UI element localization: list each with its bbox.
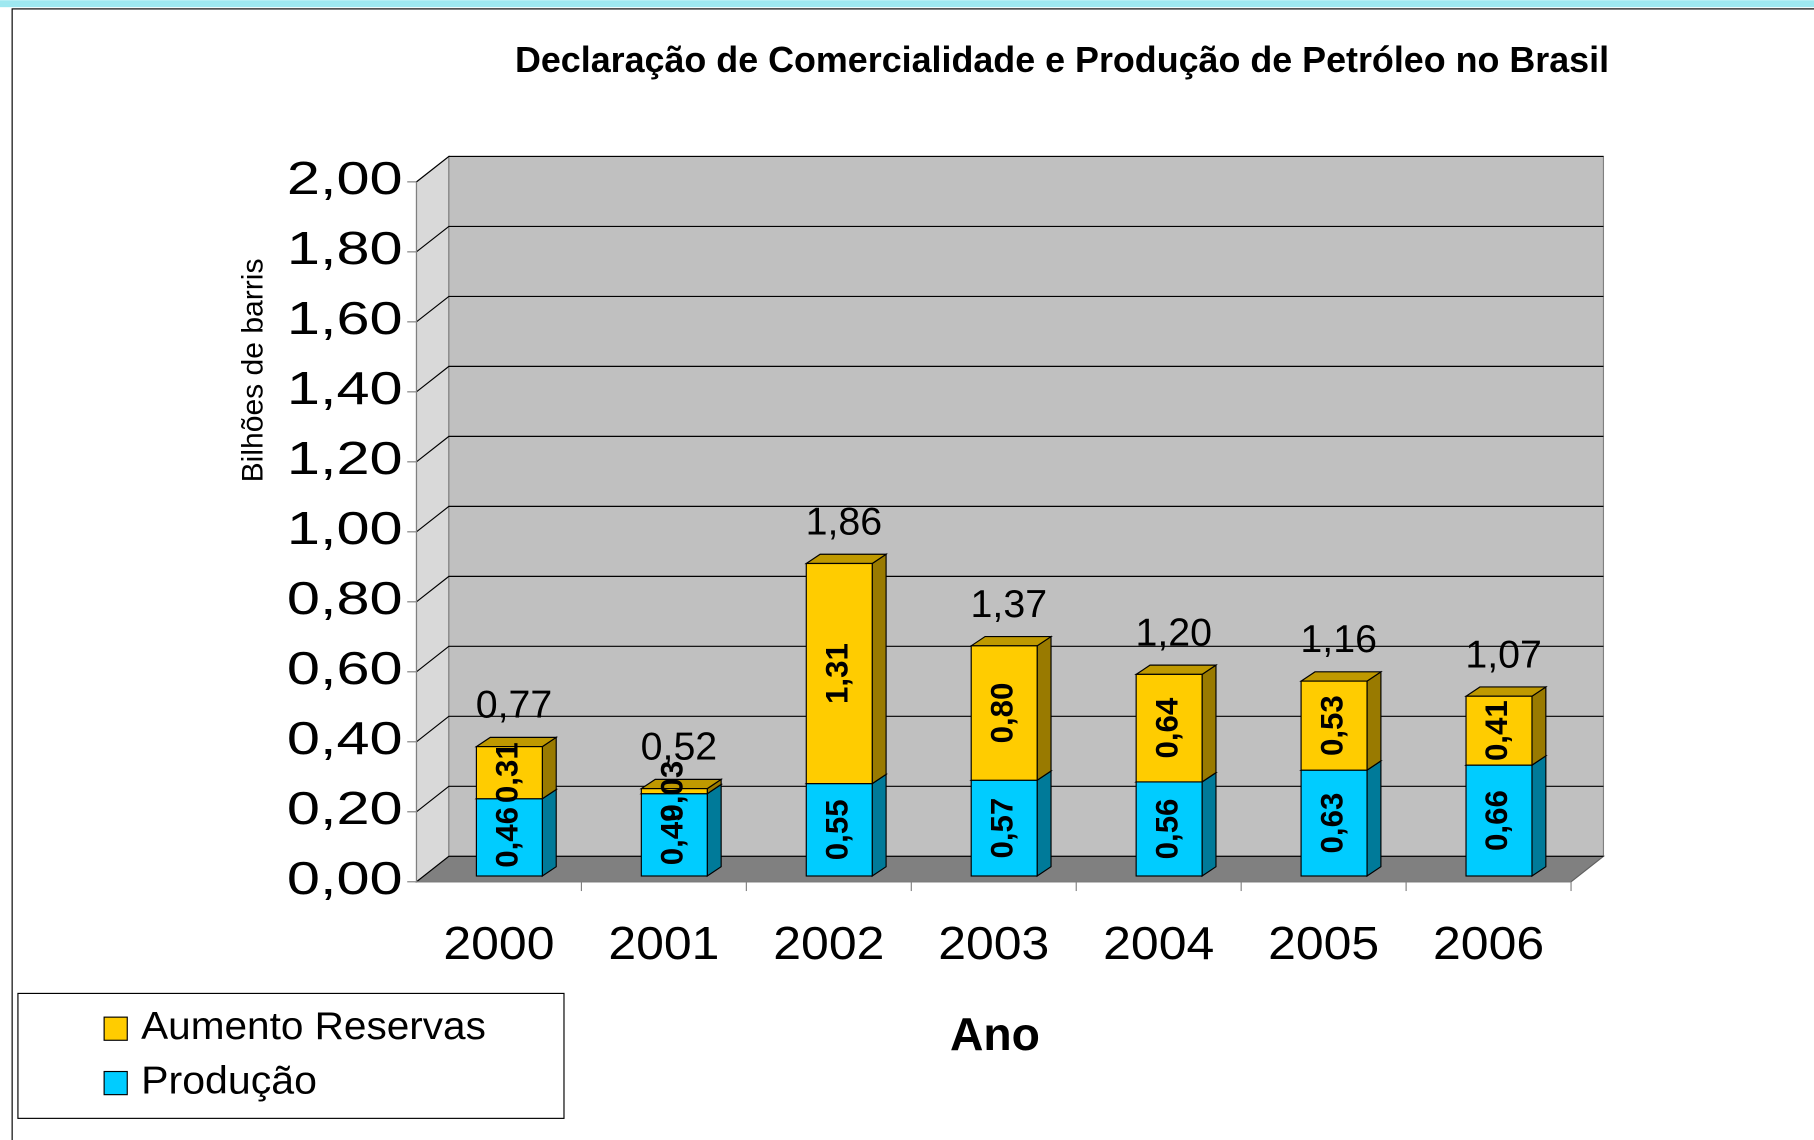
grid-line — [416, 225, 1604, 253]
value-label: 0,64 — [1149, 697, 1184, 758]
value-label: 1,31 — [819, 643, 854, 704]
total-label: 1,16 — [1300, 617, 1377, 661]
value-label: 0,53 — [1314, 695, 1349, 756]
legend-items: Aumento Reservas Produção — [103, 1004, 486, 1102]
value-label: 0,56 — [1149, 799, 1184, 860]
grid-line — [416, 575, 1604, 603]
plot: 0,00 0,20 0,40 0,60 0,80 1,00 1,20 1,40 1,60 1,80… — [287, 152, 1606, 969]
grid-line — [416, 155, 1604, 183]
bar-top — [1464, 686, 1548, 697]
bar — [475, 798, 543, 877]
bar — [475, 746, 543, 800]
bar — [805, 562, 873, 785]
x-tick-label: 2000 — [443, 917, 554, 969]
value-label: 0,80 — [984, 683, 1019, 744]
bar — [970, 779, 1038, 877]
bar-side — [541, 788, 557, 878]
bar — [640, 793, 708, 877]
y-tick-label: 0,40 — [287, 712, 403, 764]
total-label: 1,20 — [1135, 610, 1212, 654]
top-strip — [0, 0, 1814, 8]
value-label: 0,55 — [819, 799, 854, 860]
bar — [970, 645, 1038, 781]
chart-frame — [11, 8, 1814, 1140]
value-label: 0,03 — [655, 761, 690, 822]
total-label: 0,77 — [476, 683, 553, 727]
total-label: 1,37 — [971, 582, 1048, 626]
y-tick-label: 0,20 — [287, 782, 403, 834]
y-tick-label: 0,80 — [287, 572, 403, 624]
x-tick-label: 2001 — [608, 917, 719, 969]
y-axis-label: Bilhões de barris — [236, 258, 269, 482]
value-label: 0,57 — [984, 798, 1019, 859]
bar-top — [969, 635, 1053, 647]
value-label: 0,46 — [490, 807, 525, 868]
bar-side — [541, 736, 557, 800]
bar — [805, 783, 873, 877]
total-label: 1,86 — [806, 500, 883, 544]
y-tick-label: 1,60 — [287, 292, 403, 344]
total-label: 0,52 — [641, 725, 718, 769]
bar-side — [706, 783, 722, 878]
x-tick-label: 2002 — [773, 917, 884, 969]
bar-side — [1201, 664, 1217, 783]
grid-line — [416, 855, 1604, 883]
bar — [1135, 673, 1203, 783]
bar-side — [871, 553, 887, 785]
grid-line — [416, 645, 1604, 673]
value-label: 0,66 — [1479, 790, 1514, 851]
bar — [1465, 764, 1533, 877]
value-label: 0,63 — [1314, 793, 1349, 854]
bar-side — [1201, 771, 1217, 878]
bar — [1300, 680, 1368, 771]
bar-side — [871, 773, 887, 878]
total-label: 1,07 — [1465, 632, 1542, 676]
bar-top — [804, 553, 889, 565]
legend-label: Aumento Reservas — [141, 1004, 486, 1048]
legend-swatch — [103, 1070, 128, 1096]
y-tick-label: 1,40 — [287, 362, 403, 414]
value-label: 0,41 — [1479, 700, 1514, 761]
grid-line — [416, 785, 1604, 813]
legend-label: Produção — [141, 1058, 317, 1102]
bar-side — [1531, 685, 1547, 767]
bar — [1465, 695, 1533, 766]
grid-line — [416, 505, 1604, 533]
bar — [1135, 781, 1203, 877]
y-tick-label: 1,80 — [287, 222, 403, 274]
y-tick-label: 1,00 — [287, 502, 403, 554]
grid-line — [416, 715, 1604, 743]
bar-side — [1366, 670, 1382, 772]
x-tick-label: 2003 — [938, 917, 1049, 969]
value-label: 0,49 — [655, 804, 690, 865]
y-tick-label: 0,00 — [287, 852, 403, 904]
bar-side — [1036, 635, 1052, 782]
y-tick-label: 1,20 — [287, 432, 403, 484]
bar-side — [1036, 769, 1052, 878]
bar-side — [1366, 759, 1382, 878]
bar-top — [1134, 664, 1218, 675]
y-tick-label: 2,00 — [287, 152, 403, 204]
y-tick-label: 0,60 — [287, 642, 403, 694]
value-label: 0,31 — [490, 742, 525, 803]
bar — [640, 788, 708, 795]
chart-title: Declaração de Comercialidade e Produção … — [515, 40, 1609, 80]
x-tick-label: 2005 — [1268, 917, 1379, 969]
x-tick-label: 2006 — [1433, 917, 1544, 969]
x-tick-label: 2004 — [1103, 917, 1214, 969]
grid-line — [416, 435, 1604, 463]
grid-line — [416, 295, 1604, 323]
bar — [1300, 769, 1368, 877]
x-axis-label: Ano — [950, 1008, 1040, 1060]
bar-side — [1531, 754, 1547, 878]
legend — [17, 992, 565, 1119]
grid-line — [416, 365, 1604, 393]
legend-swatch — [103, 1016, 128, 1041]
bar-top — [1299, 671, 1383, 682]
